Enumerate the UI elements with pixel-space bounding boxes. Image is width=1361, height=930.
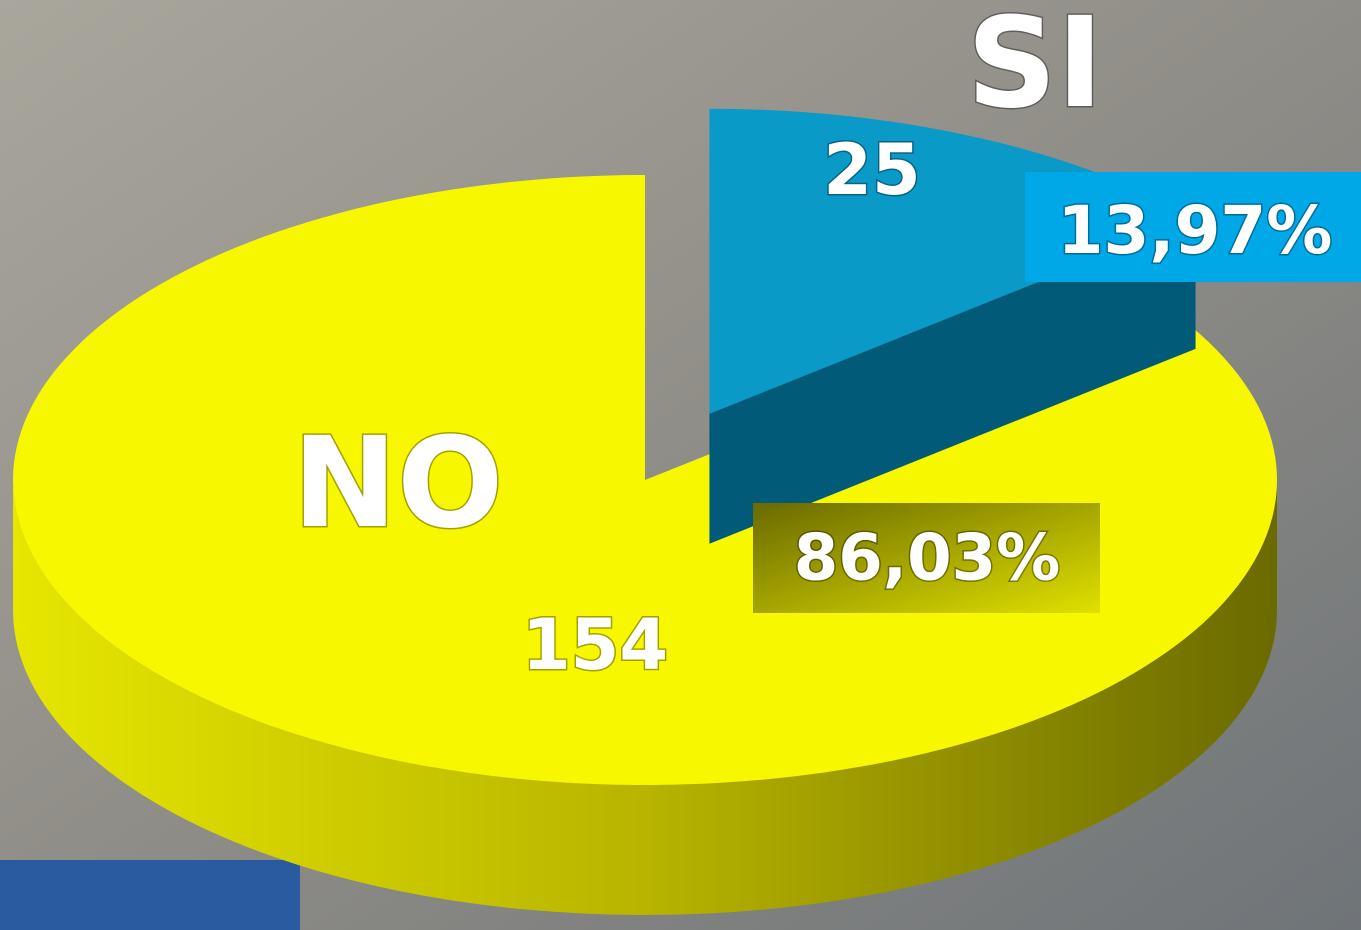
label-box [1025,172,1361,282]
value-label: 154 [522,604,668,686]
footer-bar [0,860,300,930]
label-box [753,503,1100,613]
percent-label: 13,97% [1058,192,1333,269]
slice-side [13,480,1277,915]
slice-cut-face [709,218,1196,544]
category-label: SI [967,0,1104,136]
category-label: NO [293,411,504,556]
value-label: 25 [823,129,920,211]
percent-label: 86,03% [794,522,1061,596]
pie [13,108,1278,915]
slice [13,175,1278,785]
